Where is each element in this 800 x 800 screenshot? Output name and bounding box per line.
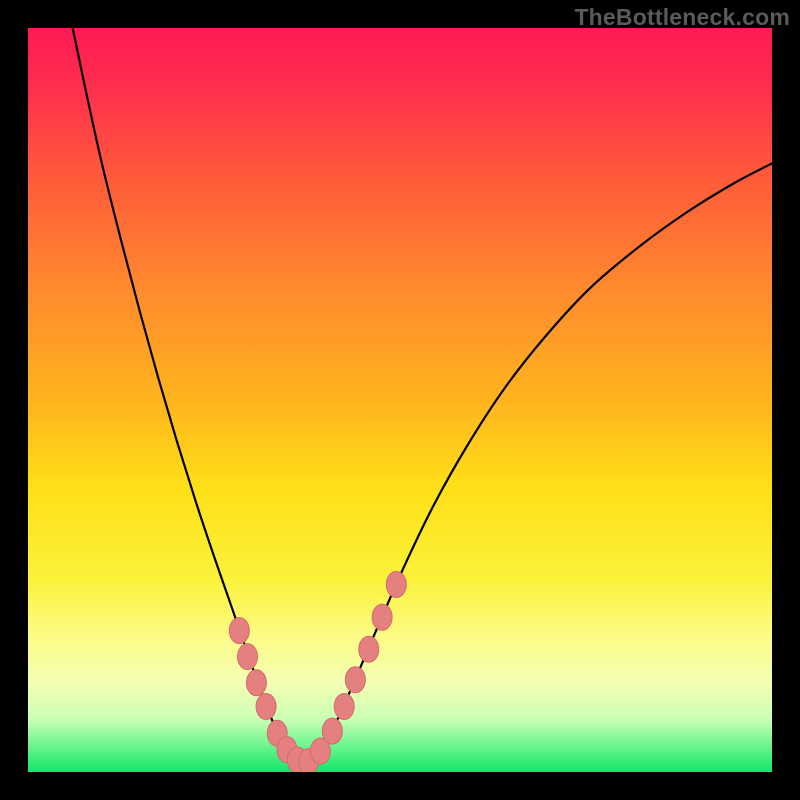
bottleneck-curve — [73, 28, 772, 763]
chart-frame: TheBottleneck.com — [0, 0, 800, 800]
data-dot — [237, 644, 257, 670]
curve-layer — [28, 28, 772, 772]
plot-area — [28, 28, 772, 772]
data-dot — [334, 694, 354, 720]
data-dot — [256, 694, 276, 720]
data-dot — [386, 572, 406, 598]
data-dots — [229, 572, 406, 772]
data-dot — [246, 670, 266, 696]
data-dot — [372, 604, 392, 630]
data-dot — [229, 618, 249, 644]
data-dot — [345, 667, 365, 693]
data-dot — [322, 718, 342, 744]
watermark-text: TheBottleneck.com — [574, 4, 790, 31]
data-dot — [359, 636, 379, 662]
